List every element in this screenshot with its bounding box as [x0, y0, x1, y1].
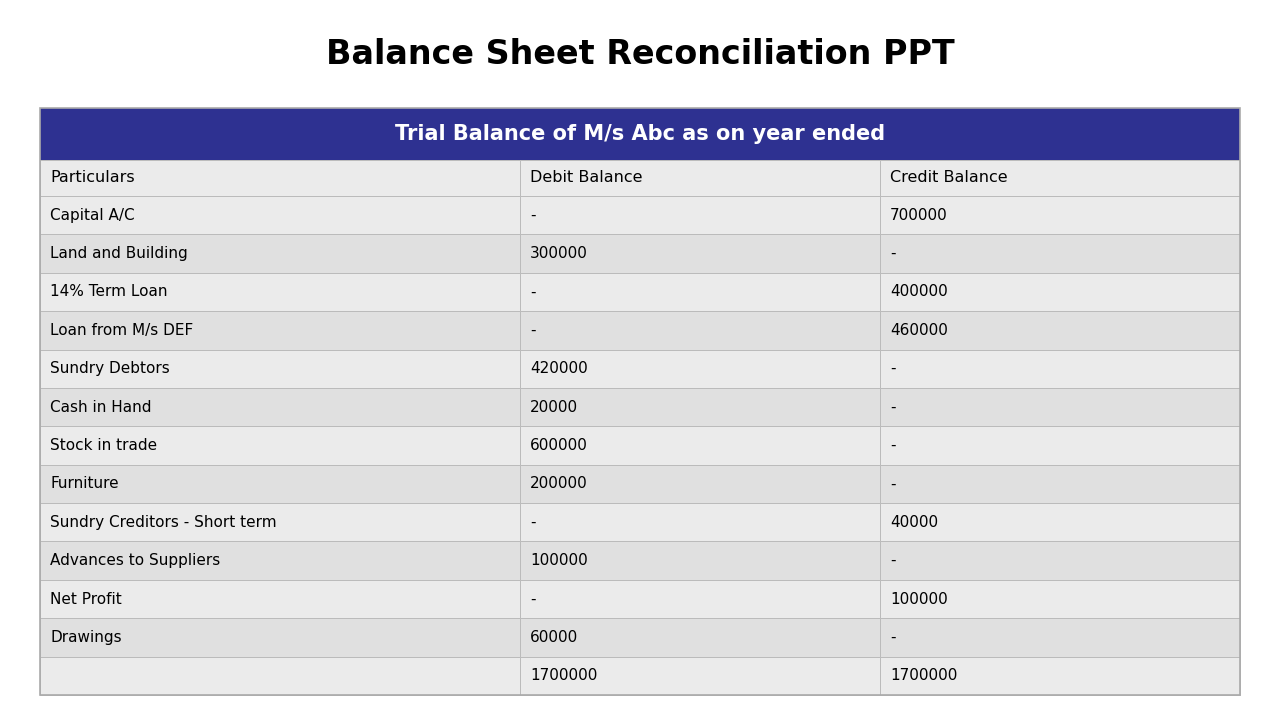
- Bar: [881, 541, 1240, 580]
- Text: Cash in Hand: Cash in Hand: [50, 400, 151, 415]
- Bar: [520, 464, 881, 503]
- Bar: [520, 618, 881, 657]
- Bar: [40, 618, 520, 657]
- Text: Capital A/C: Capital A/C: [50, 207, 134, 222]
- Text: 40000: 40000: [890, 515, 938, 530]
- Bar: [40, 160, 520, 196]
- Bar: [40, 503, 520, 541]
- Bar: [520, 426, 881, 464]
- Text: Sundry Debtors: Sundry Debtors: [50, 361, 170, 377]
- Bar: [520, 388, 881, 426]
- Bar: [40, 108, 1240, 160]
- Bar: [520, 657, 881, 695]
- Text: 100000: 100000: [530, 553, 588, 568]
- Text: 420000: 420000: [530, 361, 588, 377]
- Text: 1700000: 1700000: [530, 668, 598, 683]
- Text: 400000: 400000: [890, 284, 947, 300]
- Bar: [520, 503, 881, 541]
- Text: 14% Term Loan: 14% Term Loan: [50, 284, 168, 300]
- Text: -: -: [530, 207, 535, 222]
- Text: -: -: [530, 592, 535, 606]
- Text: 700000: 700000: [890, 207, 947, 222]
- Bar: [40, 235, 520, 273]
- Bar: [881, 580, 1240, 618]
- Bar: [881, 235, 1240, 273]
- Text: -: -: [530, 515, 535, 530]
- Text: Credit Balance: Credit Balance: [890, 171, 1007, 186]
- Bar: [881, 426, 1240, 464]
- Text: Loan from M/s DEF: Loan from M/s DEF: [50, 323, 193, 338]
- Bar: [520, 311, 881, 349]
- Text: 60000: 60000: [530, 630, 579, 645]
- Bar: [40, 108, 1240, 695]
- Bar: [881, 160, 1240, 196]
- Text: 100000: 100000: [890, 592, 947, 606]
- Text: Stock in trade: Stock in trade: [50, 438, 157, 453]
- Bar: [520, 196, 881, 235]
- Bar: [881, 618, 1240, 657]
- Text: 460000: 460000: [890, 323, 948, 338]
- Bar: [881, 196, 1240, 235]
- Bar: [881, 311, 1240, 349]
- Bar: [40, 541, 520, 580]
- Text: Debit Balance: Debit Balance: [530, 171, 643, 186]
- Text: -: -: [890, 246, 896, 261]
- Text: 600000: 600000: [530, 438, 588, 453]
- Text: Drawings: Drawings: [50, 630, 122, 645]
- Text: Land and Building: Land and Building: [50, 246, 188, 261]
- Bar: [520, 273, 881, 311]
- Bar: [40, 311, 520, 349]
- Bar: [40, 657, 520, 695]
- Text: 20000: 20000: [530, 400, 579, 415]
- Text: Trial Balance of M/s Abc as on year ended: Trial Balance of M/s Abc as on year ende…: [396, 124, 884, 144]
- Bar: [520, 541, 881, 580]
- Bar: [40, 464, 520, 503]
- Text: -: -: [890, 630, 896, 645]
- Text: 300000: 300000: [530, 246, 588, 261]
- Text: 200000: 200000: [530, 477, 588, 491]
- Text: Sundry Creditors - Short term: Sundry Creditors - Short term: [50, 515, 276, 530]
- Bar: [40, 426, 520, 464]
- Text: Net Profit: Net Profit: [50, 592, 122, 606]
- Text: -: -: [530, 284, 535, 300]
- Bar: [881, 464, 1240, 503]
- Text: Particulars: Particulars: [50, 171, 134, 186]
- Bar: [881, 503, 1240, 541]
- Text: -: -: [890, 438, 896, 453]
- Bar: [40, 273, 520, 311]
- Text: 1700000: 1700000: [890, 668, 957, 683]
- Bar: [40, 388, 520, 426]
- Text: -: -: [890, 361, 896, 377]
- Bar: [520, 160, 881, 196]
- Bar: [881, 273, 1240, 311]
- Bar: [40, 196, 520, 235]
- Bar: [520, 235, 881, 273]
- Bar: [520, 580, 881, 618]
- Bar: [881, 388, 1240, 426]
- Text: -: -: [530, 323, 535, 338]
- Text: -: -: [890, 477, 896, 491]
- Bar: [40, 349, 520, 388]
- Text: -: -: [890, 553, 896, 568]
- Text: -: -: [890, 400, 896, 415]
- Bar: [520, 349, 881, 388]
- Bar: [881, 349, 1240, 388]
- Text: Furniture: Furniture: [50, 477, 119, 491]
- Bar: [40, 580, 520, 618]
- Bar: [881, 657, 1240, 695]
- Text: Advances to Suppliers: Advances to Suppliers: [50, 553, 220, 568]
- Text: Balance Sheet Reconciliation PPT: Balance Sheet Reconciliation PPT: [325, 38, 955, 71]
